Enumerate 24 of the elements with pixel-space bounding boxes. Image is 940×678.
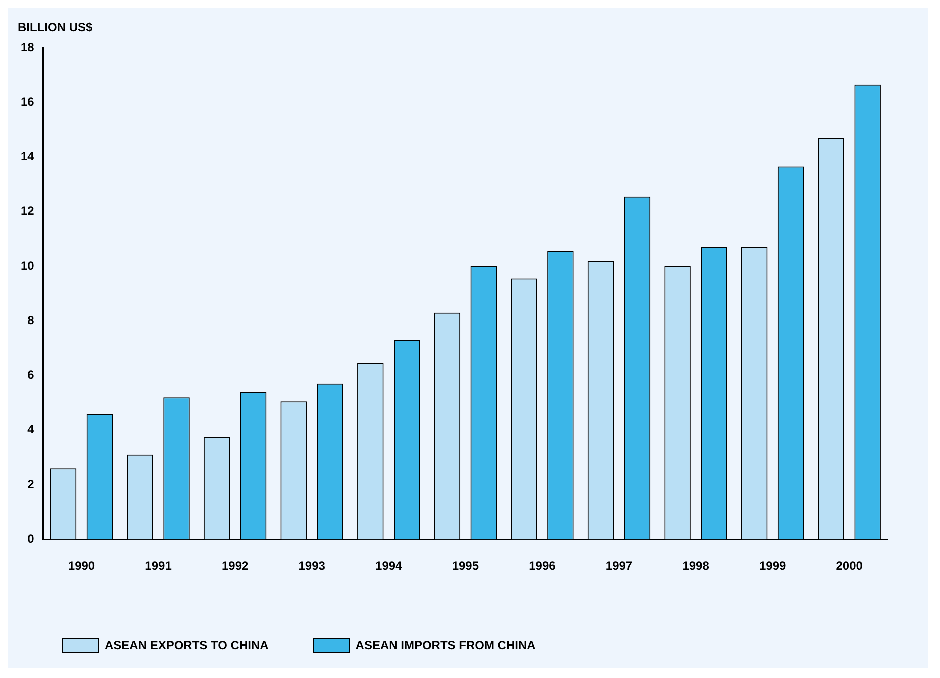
x-tick-label: 1991: [145, 559, 172, 574]
x-tick-label: 1997: [606, 559, 633, 574]
y-tick-label: 8: [28, 313, 35, 328]
y-tick-label: 0: [28, 532, 35, 546]
y-tick-label: 2: [28, 477, 35, 492]
x-tick-label: 1993: [298, 559, 326, 574]
y-tick-label: 16: [20, 94, 35, 109]
x-tick-label: 1990: [68, 559, 96, 574]
y-tick-label: 6: [28, 368, 35, 382]
x-tick-label: 1996: [529, 559, 556, 574]
y-tick-label: 14: [20, 150, 35, 164]
x-tick-label: 1994: [376, 559, 403, 574]
x-tick-label: 1995: [452, 559, 480, 574]
x-tick-label: 1998: [682, 559, 710, 574]
legend-label: ASEAN IMPORTS FROM CHINA: [356, 638, 536, 652]
y-axis-title: BILLION US$: [18, 20, 93, 34]
x-tick-label: 1999: [759, 559, 786, 574]
x-tick-label: 2000: [836, 559, 864, 574]
legend-label: ASEAN EXPORTS TO CHINA: [105, 638, 270, 652]
y-tick-label: 18: [20, 40, 35, 54]
x-tick-label: 1992: [222, 559, 249, 574]
y-tick-label: 10: [20, 258, 35, 273]
y-tick-label: 12: [20, 204, 35, 218]
y-tick-label: 4: [28, 422, 35, 437]
